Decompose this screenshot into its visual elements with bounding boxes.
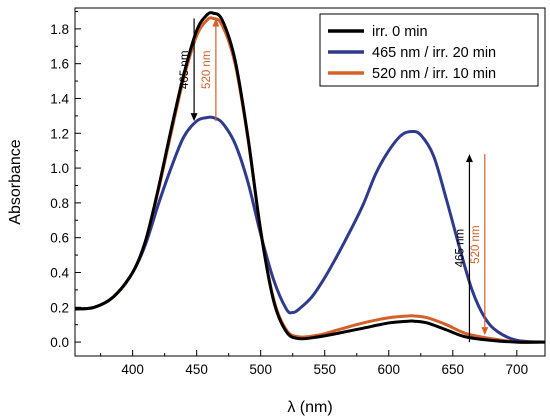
legend: irr. 0 min 465 nm / irr. 20 min 520 nm /…: [319, 13, 539, 87]
y-tick-label: 0.4: [50, 265, 69, 280]
y-tick-label: 1.2: [50, 126, 69, 141]
y-tick-label: 1.0: [50, 161, 69, 176]
annotation-layer: 465 nm 520 nm 465 nm 520 nm: [179, 18, 489, 343]
annotation-label-0: 465 nm: [179, 51, 191, 89]
y-tick-label: 0.8: [50, 196, 69, 211]
annotation-arrow-head-3: [481, 327, 489, 336]
x-tick-label: 400: [121, 362, 144, 377]
x-tick-label: 450: [185, 362, 208, 377]
annotation-arrow-head-0: [190, 113, 198, 122]
y-tick-label: 1.6: [50, 57, 69, 72]
axis-ticks: 400 450 500 550 600 650 700 0.0 0.2 0.4 0.6 0.8 1.0 1…: [50, 10, 529, 377]
x-tick-label: 600: [377, 362, 400, 377]
plot-frame: [74, 7, 546, 357]
annotation-label-2: 465 nm: [454, 229, 466, 267]
annotation-label-3: 520 nm: [470, 225, 482, 263]
series-line-0: [75, 11, 545, 344]
y-tick-label: 1.8: [50, 22, 69, 37]
annotation-arrow-head-2: [465, 154, 473, 163]
series-line-1: [75, 115, 545, 344]
y-tick-label: 1.4: [50, 91, 69, 106]
x-tick-label: 550: [313, 362, 336, 377]
x-tick-label: 700: [506, 362, 529, 377]
x-axis-label: λ (nm): [287, 399, 332, 416]
y-tick-label: 0.0: [50, 335, 69, 350]
y-tick-label: 0.6: [50, 231, 69, 246]
legend-label-2: 520 nm / irr. 10 min: [372, 66, 496, 82]
x-tick-label: 500: [249, 362, 272, 377]
legend-label-0: irr. 0 min: [372, 24, 428, 40]
y-tick-label: 0.2: [50, 300, 69, 315]
annotation-label-1: 520 nm: [201, 51, 213, 89]
y-axis-label: Absorbance: [7, 139, 24, 224]
legend-label-1: 465 nm / irr. 20 min: [372, 45, 496, 61]
x-tick-label: 650: [442, 362, 465, 377]
series-layer: [75, 11, 545, 344]
annotation-arrow-head-1: [212, 18, 220, 27]
